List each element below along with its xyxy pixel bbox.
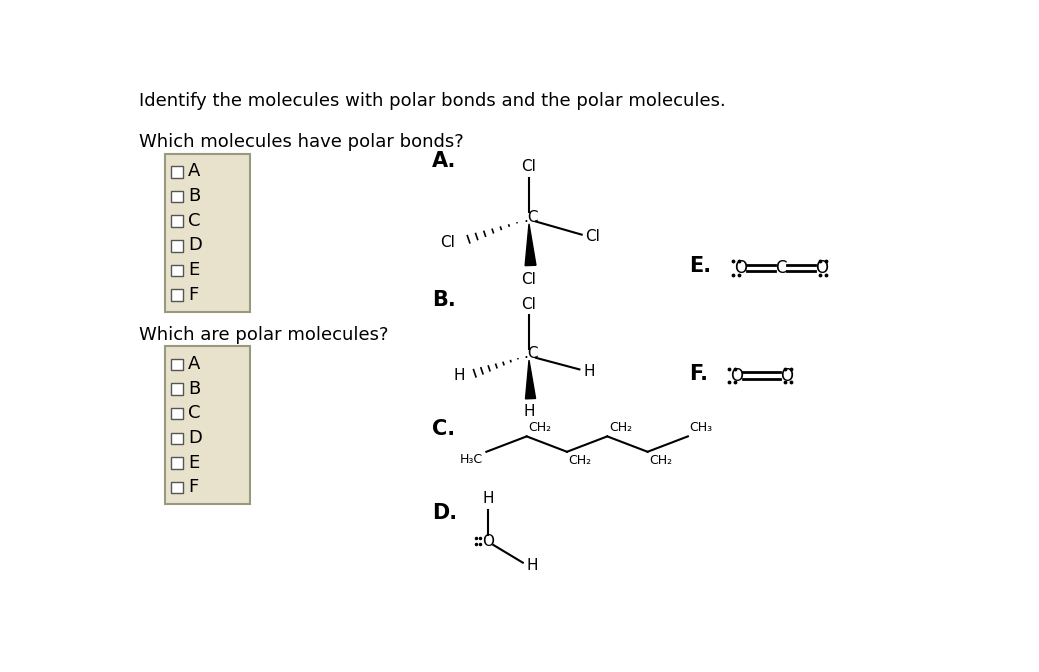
Bar	[165, 346, 250, 504]
Bar	[171, 408, 183, 419]
Text: B: B	[188, 380, 201, 398]
Bar	[171, 457, 183, 469]
Text: O: O	[815, 259, 828, 277]
Bar	[171, 482, 183, 493]
Text: C: C	[775, 259, 787, 277]
Text: H: H	[524, 404, 535, 419]
Text: H: H	[454, 368, 465, 383]
Text: A.: A.	[432, 151, 456, 171]
Text: E: E	[188, 454, 199, 472]
Polygon shape	[526, 360, 535, 399]
Text: O: O	[482, 534, 494, 548]
Text: H₃C: H₃C	[459, 454, 482, 466]
Text: D: D	[188, 429, 202, 447]
Text: .C: .C	[524, 347, 539, 362]
Text: Cl: Cl	[522, 159, 536, 174]
Text: F: F	[188, 478, 198, 496]
Text: CH₂: CH₂	[649, 454, 672, 467]
Text: H: H	[482, 491, 494, 506]
Bar	[171, 216, 183, 227]
Text: Identify the molecules with polar bonds and the polar molecules.: Identify the molecules with polar bonds …	[139, 92, 726, 110]
Text: Cl: Cl	[441, 235, 455, 250]
Text: C: C	[188, 405, 201, 422]
Bar	[165, 154, 250, 312]
Text: O: O	[780, 366, 793, 384]
Text: Which molecules have polar bonds?: Which molecules have polar bonds?	[139, 133, 464, 151]
Text: C: C	[188, 212, 201, 230]
Text: D: D	[188, 237, 202, 255]
Bar	[171, 290, 183, 301]
Text: H: H	[583, 364, 594, 379]
Bar	[171, 383, 183, 395]
Text: Cl: Cl	[586, 229, 601, 245]
Text: O: O	[730, 366, 743, 384]
Text: E.: E.	[690, 256, 712, 276]
Bar	[171, 166, 183, 177]
Text: .C: .C	[524, 210, 539, 225]
Text: CH₂: CH₂	[568, 454, 591, 467]
Text: F.: F.	[690, 364, 709, 384]
Text: D.: D.	[432, 503, 457, 523]
Text: B: B	[188, 187, 201, 205]
Text: E: E	[188, 261, 199, 279]
Text: CH₂: CH₂	[528, 421, 552, 434]
Text: O: O	[735, 259, 747, 277]
Text: B.: B.	[432, 290, 456, 310]
Bar	[171, 359, 183, 370]
Text: F: F	[188, 286, 198, 304]
Bar	[171, 240, 183, 251]
Bar	[171, 433, 183, 444]
Text: C.: C.	[432, 419, 455, 439]
Text: H: H	[527, 558, 538, 573]
Text: A: A	[188, 355, 201, 373]
Text: Cl: Cl	[522, 271, 536, 286]
Bar	[171, 265, 183, 276]
Text: A: A	[188, 163, 201, 181]
Text: CH₂: CH₂	[609, 421, 632, 434]
Text: Which are polar molecules?: Which are polar molecules?	[139, 325, 389, 343]
Text: Cl: Cl	[522, 296, 536, 312]
Polygon shape	[525, 224, 536, 265]
Text: CH₃: CH₃	[690, 421, 713, 434]
Bar	[171, 191, 183, 202]
